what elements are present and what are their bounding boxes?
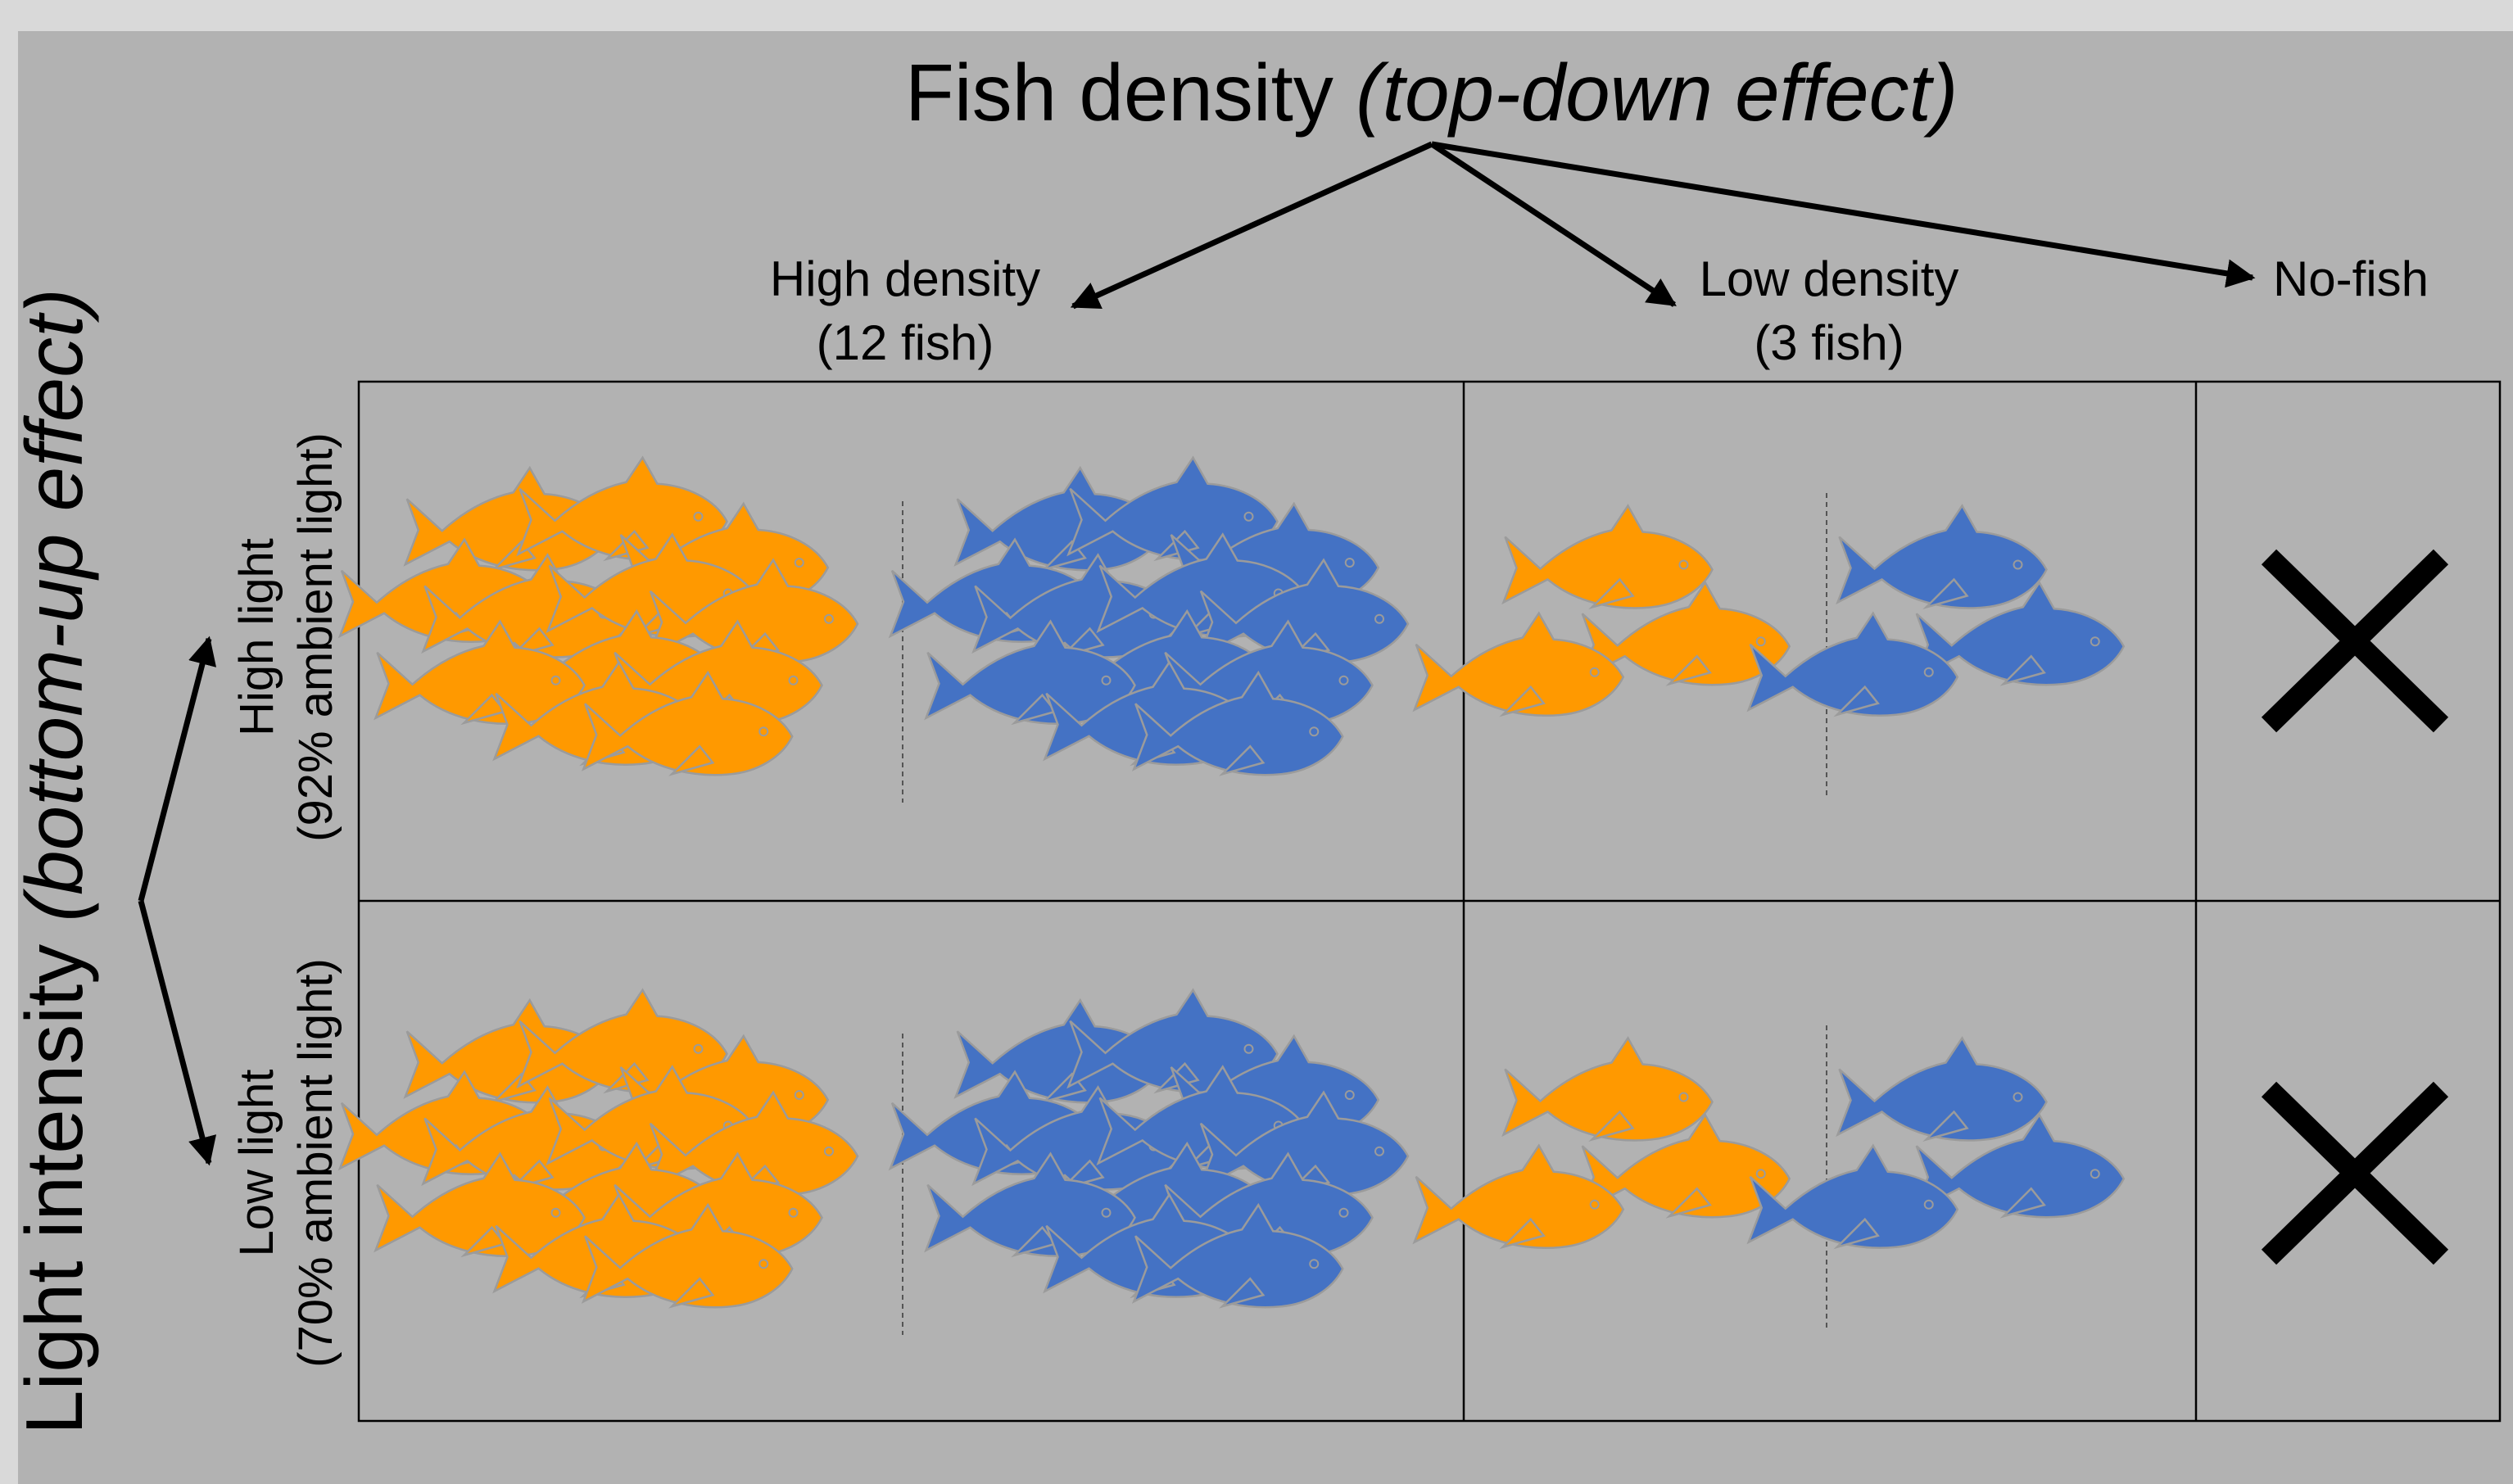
fish-eye	[1755, 1169, 1766, 1179]
fish-eye	[794, 1090, 804, 1100]
arrow-to-low-light	[138, 900, 217, 1166]
fish-eye	[1101, 1207, 1112, 1218]
column-header-line1: High density	[769, 251, 1041, 306]
cross-icon	[2261, 1081, 2449, 1265]
fish-eye	[1309, 726, 1320, 737]
fish-eye	[1374, 613, 1384, 624]
column-header-line2: (12 fish)	[816, 315, 994, 370]
fish-eye	[824, 613, 834, 624]
fish-eye	[1755, 636, 1766, 647]
fish-eye	[1338, 675, 1349, 685]
fish-eye	[1309, 1259, 1320, 1269]
fish-eye	[788, 675, 799, 685]
column-header-line1: Low density	[1699, 251, 1959, 306]
experiment-grid	[357, 380, 2502, 1423]
fish-eye	[1101, 675, 1112, 685]
fish-eye	[2013, 559, 2023, 570]
fish-eye	[788, 1207, 799, 1218]
fish-eye	[2013, 1092, 2023, 1102]
fish-eye	[758, 726, 769, 737]
species-dividers	[902, 493, 1827, 1335]
column-header-line2: (3 fish)	[1754, 315, 1904, 370]
arrow-to-low-density	[1430, 142, 1677, 307]
fish-eye	[1678, 1092, 1689, 1102]
fish-eye	[1344, 1090, 1355, 1100]
fish-eye	[550, 1207, 561, 1218]
fish-icon	[1502, 504, 1714, 609]
cross-icon	[2261, 549, 2449, 733]
fish-eye	[693, 511, 704, 522]
fish-eye	[1589, 667, 1600, 677]
fish-icon	[1502, 1037, 1714, 1142]
fish-eye	[550, 675, 561, 685]
arrow-to-high-density	[1070, 141, 1433, 310]
title-main: Fish density	[905, 48, 1356, 138]
fish-eye	[794, 558, 804, 568]
fish-icon	[1836, 504, 2048, 609]
fish-eye	[1923, 1199, 1934, 1210]
arrows	[138, 141, 2256, 1166]
fish-eye	[693, 1043, 704, 1054]
title-emphasis: (top-down effect)	[1356, 48, 1958, 138]
fish-eye	[1344, 558, 1355, 568]
fish-layer	[338, 456, 2125, 1309]
fish-eye	[1923, 667, 1934, 677]
fish-eye	[1338, 1207, 1349, 1218]
fish-eye	[1589, 1199, 1600, 1210]
fish-eye	[2090, 1169, 2100, 1179]
column-header-no-fish: No-fish	[2244, 247, 2457, 311]
fish-eye	[824, 1146, 834, 1156]
fish-eye	[2090, 636, 2100, 647]
column-header-low-density: Low density (3 fish)	[1637, 247, 2022, 375]
column-header-line1: No-fish	[2272, 251, 2429, 306]
arrow-to-high-light	[138, 636, 217, 902]
arrow-to-no-fish	[1431, 141, 2256, 288]
fish-eye	[758, 1259, 769, 1269]
fish-icon	[1836, 1037, 2048, 1142]
column-header-high-density: High density (12 fish)	[713, 247, 1098, 375]
fish-eye	[1243, 511, 1254, 522]
fish-eye	[1243, 1043, 1254, 1054]
fish-eye	[1678, 559, 1689, 570]
fish-eye	[1374, 1146, 1384, 1156]
